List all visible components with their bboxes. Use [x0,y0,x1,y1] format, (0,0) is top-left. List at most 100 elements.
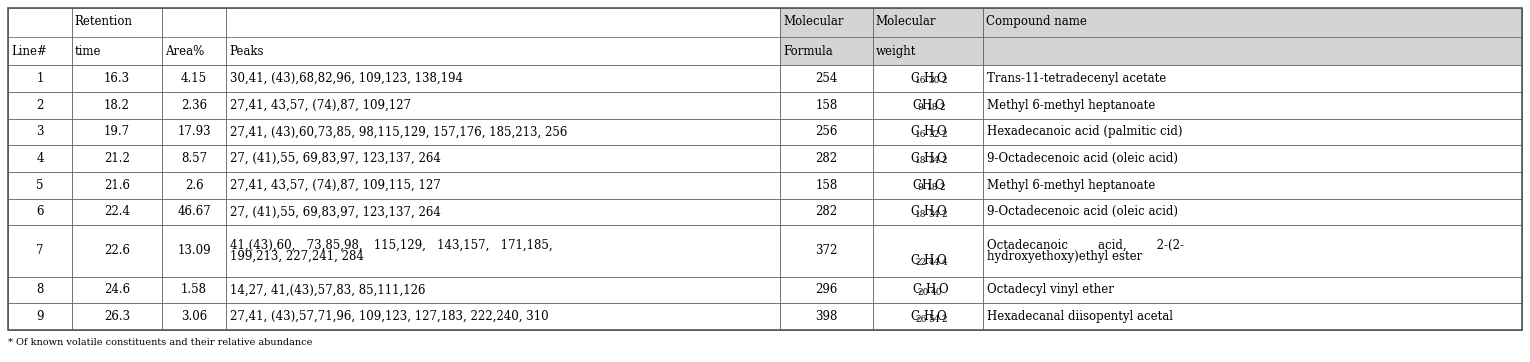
Bar [162,225,226,277]
Text: C: C [910,152,920,165]
Text: C: C [910,205,920,218]
Text: H: H [923,152,933,165]
Text: 9: 9 [916,183,923,192]
Text: 30: 30 [929,76,939,85]
Bar [872,225,982,277]
Text: 9: 9 [916,103,923,112]
Bar [162,145,226,172]
Text: Molecular: Molecular [875,15,936,28]
Text: 14,27, 41,(43),57,83, 85,111,126: 14,27, 41,(43),57,83, 85,111,126 [230,283,425,296]
Bar [226,118,780,145]
Text: 41,(43),60,   73,85,98,   115,129,   143,157,   171,185,: 41,(43),60, 73,85,98, 115,129, 143,157, … [230,239,552,252]
Bar [8,8,72,65]
Bar [982,118,1522,145]
Bar [982,303,1522,330]
Bar [872,145,982,172]
Text: 27, (41),55, 69,83,97, 123,137, 264: 27, (41),55, 69,83,97, 123,137, 264 [230,205,441,218]
Text: O: O [936,310,946,323]
Text: 8.57: 8.57 [181,152,207,165]
Text: O: O [936,72,946,85]
Text: 2: 2 [942,156,947,165]
Bar [72,303,162,330]
Bar [8,92,72,118]
Text: Line#: Line# [11,45,47,58]
Text: O: O [936,125,946,138]
Text: 27, (41),55, 69,83,97, 123,137, 264: 27, (41),55, 69,83,97, 123,137, 264 [230,152,441,165]
Bar [780,92,872,118]
Text: Formula: Formula [783,45,832,58]
Text: 9: 9 [37,310,44,323]
Text: 7: 7 [37,244,44,257]
Text: 2: 2 [942,130,947,139]
Text: 26.3: 26.3 [104,310,130,323]
Bar [226,92,780,118]
Text: 254: 254 [815,72,837,85]
Text: H: H [923,72,933,85]
Bar [226,172,780,198]
Text: 27,41, (43),60,73,85, 98,115,129, 157,176, 185,213, 256: 27,41, (43),60,73,85, 98,115,129, 157,17… [230,125,568,138]
Text: 16.3: 16.3 [104,72,130,85]
Text: Octadecanoic        acid,        2-(2-: Octadecanoic acid, 2-(2- [987,239,1184,252]
Bar [162,118,226,145]
Text: 20: 20 [916,288,929,297]
Text: 18: 18 [927,103,938,112]
Bar [226,8,780,65]
Text: 5: 5 [37,179,44,192]
Text: 158: 158 [815,179,837,192]
Text: 2: 2 [939,103,946,112]
Text: 372: 372 [815,244,837,257]
Text: C: C [910,310,920,323]
Text: 27,41, 43,57, (74),87, 109,115, 127: 27,41, 43,57, (74),87, 109,115, 127 [230,179,441,192]
Bar [226,145,780,172]
Text: H: H [923,310,933,323]
Text: H: H [926,283,935,296]
Text: C: C [912,99,921,111]
Bar [780,198,872,225]
Text: 8: 8 [37,283,43,296]
Bar [162,92,226,118]
Bar [872,92,982,118]
Bar [982,8,1522,65]
Text: Octadecyl vinyl ether: Octadecyl vinyl ether [987,283,1114,296]
Bar [162,303,226,330]
Text: C: C [912,283,921,296]
Text: H: H [921,179,932,192]
Bar [8,8,1522,330]
Text: 4.15: 4.15 [181,72,207,85]
Bar [162,8,226,65]
Text: 3: 3 [37,125,44,138]
Bar [8,118,72,145]
Bar [872,8,982,65]
Text: time: time [75,45,101,58]
Bar [780,225,872,277]
Bar [872,172,982,198]
Bar [72,198,162,225]
Bar [8,277,72,303]
Text: Molecular: Molecular [783,15,843,28]
Text: 54: 54 [929,315,939,324]
Bar [162,277,226,303]
Bar [72,277,162,303]
Text: 4: 4 [942,258,947,267]
Text: 22.6: 22.6 [104,244,130,257]
Bar [8,303,72,330]
Text: 9-Octadecenoic acid (oleic acid): 9-Octadecenoic acid (oleic acid) [987,152,1178,165]
Text: 27,41, 43,57, (74),87, 109,127: 27,41, 43,57, (74),87, 109,127 [230,99,412,111]
Bar [8,145,72,172]
Bar [162,172,226,198]
Text: 24.6: 24.6 [104,283,130,296]
Text: 2: 2 [939,183,946,192]
Text: 22: 22 [915,258,927,267]
Bar [72,65,162,92]
Bar [872,303,982,330]
Bar [8,172,72,198]
Bar [72,92,162,118]
Text: 44: 44 [929,258,939,267]
Text: 296: 296 [815,283,837,296]
Text: 282: 282 [815,152,837,165]
Text: O: O [935,179,944,192]
Bar [780,303,872,330]
Text: * Of known volatile constituents and their relative abundance: * Of known volatile constituents and the… [8,338,312,347]
Bar [780,172,872,198]
Text: 4: 4 [37,152,44,165]
